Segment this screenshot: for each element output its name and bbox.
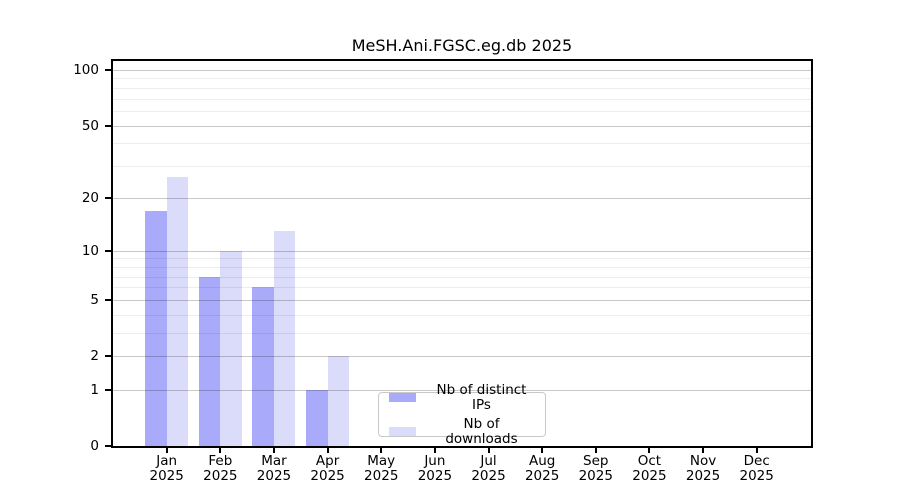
y-tick-label-0: 0 — [90, 438, 99, 454]
x-tick-mar — [272, 448, 275, 453]
y-tick-label-100: 100 — [73, 62, 99, 78]
x-tick-label-mar: Mar 2025 — [256, 453, 292, 484]
y-tick-2 — [105, 355, 111, 358]
y-tick-50 — [105, 124, 111, 127]
gridline-minor-4 — [113, 314, 811, 316]
x-tick-label-jul: Jul 2025 — [471, 453, 506, 484]
bar-nb-of-distinct-ips-apr — [306, 389, 328, 446]
legend-swatch-downloads — [389, 427, 416, 436]
gridline-minor-40 — [113, 143, 811, 145]
gridline-50 — [113, 125, 811, 127]
gridline-2 — [113, 356, 811, 358]
x-tick-label-apr: Apr 2025 — [310, 453, 345, 484]
y-tick-label-10: 10 — [81, 242, 99, 259]
y-tick-label-50: 50 — [81, 117, 99, 134]
gridline-minor-6 — [113, 287, 811, 289]
legend-box: Nb of distinct IPs Nb of downloads — [378, 382, 546, 446]
x-tick-may — [380, 448, 383, 453]
x-tick-oct — [648, 448, 651, 453]
x-tick-jun — [433, 448, 436, 453]
bar-nb-of-distinct-ips-mar — [252, 287, 274, 446]
y-tick-label-20: 20 — [81, 189, 99, 206]
legend-item-distinct-ips: Nb of distinct IPs — [387, 381, 537, 413]
x-tick-label-aug: Aug 2025 — [524, 453, 560, 484]
x-tick-apr — [326, 448, 329, 453]
x-tick-label-jan: Jan 2025 — [149, 453, 184, 484]
x-tick-aug — [541, 448, 544, 453]
gridline-minor-30 — [113, 166, 811, 168]
bar-nb-of-distinct-ips-jan — [145, 210, 167, 446]
bar-nb-of-downloads-mar — [273, 230, 296, 446]
gridline-10 — [113, 250, 811, 252]
x-tick-sep — [594, 448, 597, 453]
legend-label-distinct-ips: Nb of distinct IPs — [436, 381, 527, 413]
gridline-minor-90 — [113, 78, 811, 80]
gridline-5 — [113, 300, 811, 302]
gridline-20 — [113, 197, 811, 199]
bar-nb-of-downloads-apr — [327, 356, 350, 446]
y-tick-5 — [105, 299, 111, 302]
legend-label-downloads: Nb of downloads — [445, 415, 518, 447]
gridline-minor-9 — [113, 258, 811, 260]
x-tick-jan — [165, 448, 168, 453]
plot-area-frame — [111, 59, 813, 448]
gridline-minor-8 — [113, 266, 811, 268]
x-tick-label-dec: Dec 2025 — [739, 453, 774, 484]
x-tick-jul — [487, 448, 490, 453]
x-tick-label-jun: Jun 2025 — [417, 453, 453, 484]
x-tick-label-nov: Nov 2025 — [685, 453, 721, 484]
gridline-minor-80 — [113, 87, 811, 89]
y-tick-20 — [105, 196, 111, 199]
x-tick-label-oct: Oct 2025 — [632, 453, 667, 484]
x-tick-label-feb: Feb 2025 — [203, 453, 238, 484]
y-tick-label-1: 1 — [90, 381, 99, 398]
x-tick-nov — [702, 448, 705, 453]
y-tick-0 — [105, 445, 111, 447]
x-tick-label-sep: Sep 2025 — [578, 453, 613, 484]
y-tick-10 — [105, 249, 111, 252]
y-tick-label-5: 5 — [90, 292, 99, 309]
y-tick-100 — [105, 69, 111, 71]
bar-nb-of-downloads-jan — [166, 177, 189, 446]
x-tick-feb — [219, 448, 222, 453]
gridline-minor-70 — [113, 98, 811, 100]
gridline-1 — [113, 389, 811, 391]
legend-swatch-distinct-ips — [389, 393, 416, 402]
gridline-100 — [113, 70, 811, 71]
x-tick-label-may: May 2025 — [364, 453, 399, 484]
gridline-minor-7 — [113, 276, 811, 278]
bar-nb-of-distinct-ips-feb — [198, 276, 221, 446]
y-tick-1 — [105, 388, 111, 391]
bar-nb-of-downloads-feb — [220, 250, 242, 446]
y-tick-label-2: 2 — [90, 348, 99, 365]
x-tick-dec — [755, 448, 758, 453]
chart-title: MeSH.Ani.FGSC.eg.db 2025 — [351, 36, 573, 55]
gridline-minor-3 — [113, 333, 811, 335]
legend-item-downloads: Nb of downloads — [387, 415, 537, 447]
gridline-minor-60 — [113, 111, 811, 113]
